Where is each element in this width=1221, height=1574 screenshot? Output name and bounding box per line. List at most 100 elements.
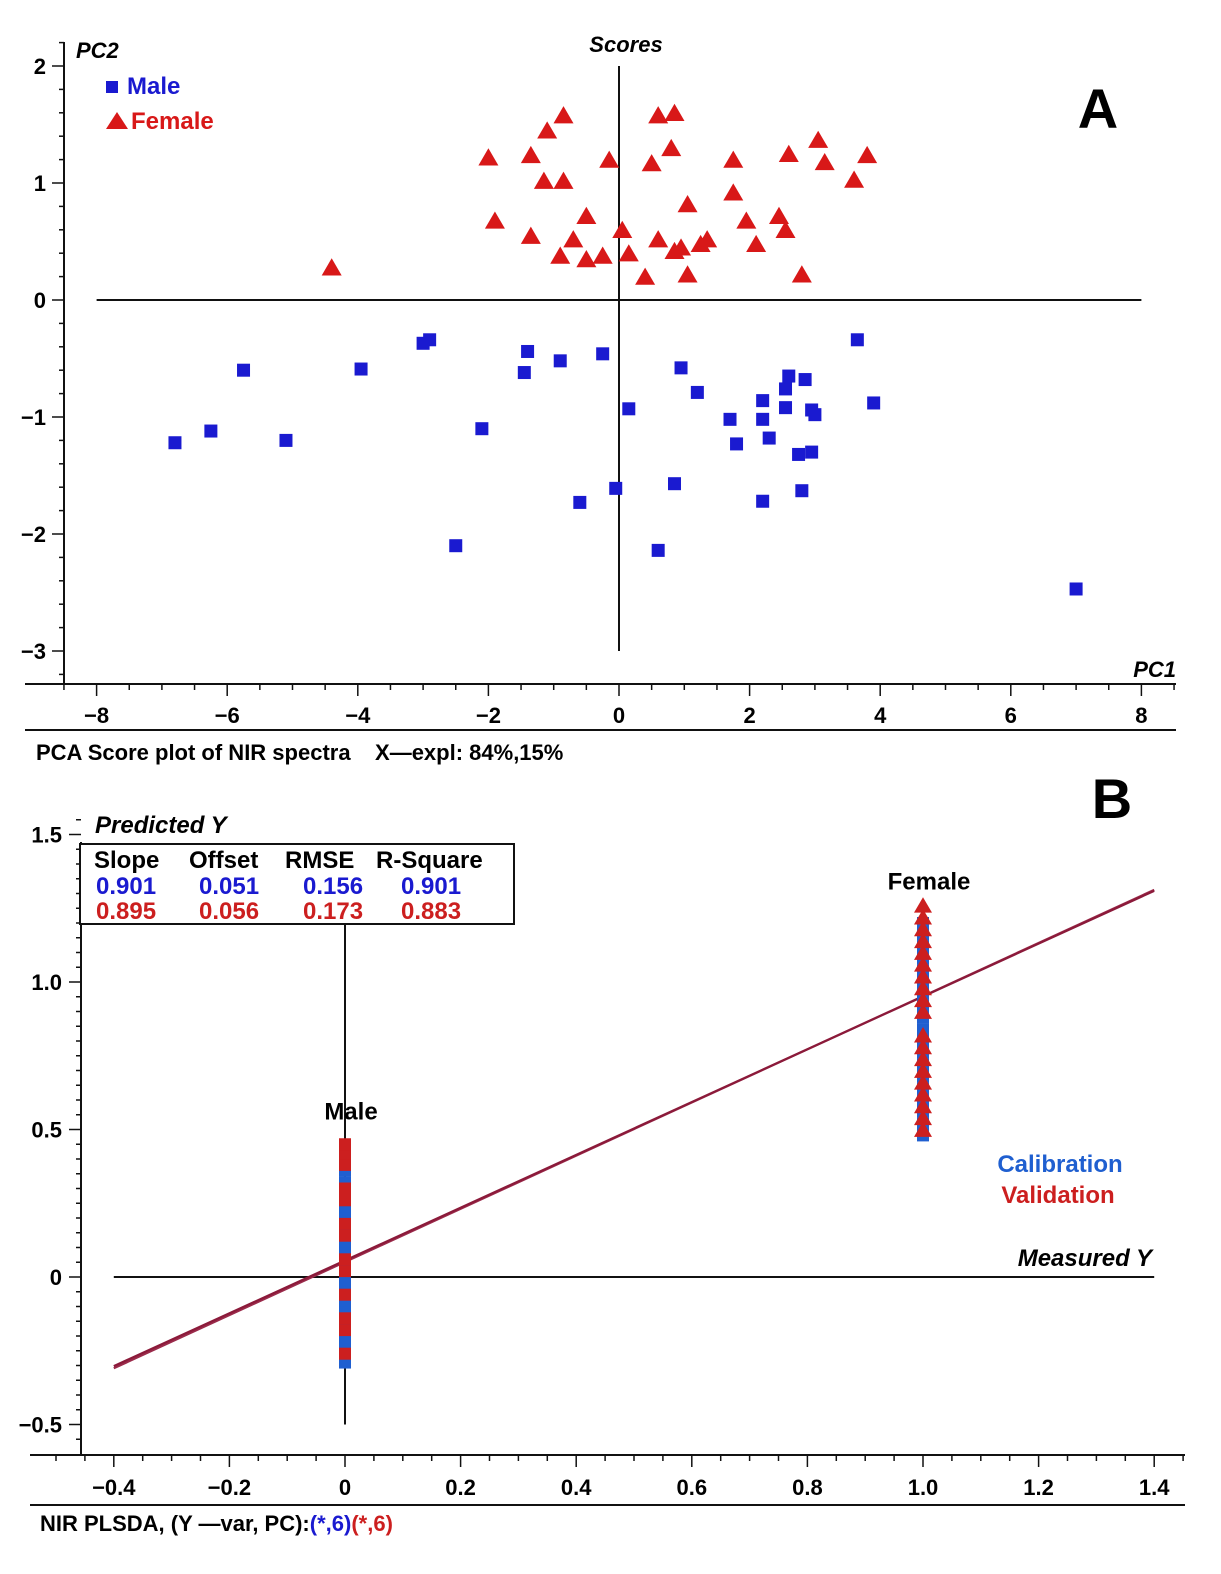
panel-b-legend: Calibration Validation bbox=[997, 1151, 1122, 1209]
panel-a-xlabel: PC1 bbox=[1133, 657, 1176, 682]
validation-point bbox=[339, 1253, 351, 1266]
validation-point bbox=[914, 1086, 932, 1102]
legend-female-marker bbox=[106, 112, 128, 129]
validation-point bbox=[914, 968, 932, 984]
caption-prefix: NIR PLSDA, (Y —var, PC): bbox=[40, 1511, 310, 1536]
panel-a-x-tick-label: −2 bbox=[476, 703, 501, 728]
panel-b-x-tick-label: 1.4 bbox=[1139, 1475, 1170, 1500]
validation-point bbox=[339, 1158, 351, 1171]
validation-point bbox=[339, 1138, 351, 1151]
legend-female-label: Female bbox=[131, 108, 214, 135]
panel-a-x-tick-label: 6 bbox=[1005, 703, 1017, 728]
panel-b-title: Predicted Y bbox=[95, 812, 229, 839]
panel-b-y-tick-label: 0.5 bbox=[31, 1118, 62, 1143]
panel-a-ylabel: PC2 bbox=[76, 38, 120, 63]
female-score-point bbox=[723, 150, 744, 168]
male-score-point bbox=[756, 412, 770, 426]
panel-a-y-tick-label: 0 bbox=[34, 288, 46, 313]
stats-cal-slope: 0.901 bbox=[96, 873, 156, 900]
male-score-point bbox=[792, 447, 806, 461]
validation-point bbox=[914, 944, 932, 960]
male-score-point bbox=[782, 369, 796, 383]
male-score-point bbox=[423, 333, 437, 347]
validation-point bbox=[914, 1074, 932, 1090]
male-score-point bbox=[204, 424, 218, 438]
panel-a-y-tick-label: 2 bbox=[34, 54, 46, 79]
panel-b-x-tick-label: 0.4 bbox=[561, 1475, 592, 1500]
male-score-point bbox=[798, 373, 812, 387]
panel-a-legend: Male Female bbox=[106, 73, 214, 135]
panel-a-y-tick-label: 1 bbox=[34, 171, 46, 196]
female-score-point bbox=[857, 145, 878, 164]
male-score-point bbox=[237, 363, 251, 377]
female-score-point bbox=[648, 230, 669, 248]
female-score-point bbox=[768, 206, 789, 224]
validation-point bbox=[914, 991, 932, 1008]
male-score-point bbox=[762, 431, 776, 445]
female-score-point bbox=[599, 150, 620, 168]
validation-point bbox=[914, 909, 932, 925]
validation-point bbox=[914, 979, 932, 996]
female-score-point bbox=[723, 183, 744, 201]
stats-val-offset: 0.056 bbox=[199, 898, 259, 925]
male-score-point bbox=[756, 494, 770, 508]
legend-male-label: Male bbox=[127, 73, 180, 100]
male-score-point bbox=[1069, 582, 1083, 596]
male-score-point bbox=[795, 484, 809, 498]
male-score-point bbox=[779, 401, 793, 415]
validation-point bbox=[914, 1038, 932, 1055]
validation-point bbox=[914, 932, 932, 949]
panel-a-x-tick-label: 4 bbox=[874, 703, 887, 728]
male-score-point bbox=[354, 362, 368, 376]
male-score-point bbox=[475, 422, 489, 436]
panel-a-x-tick-label: 8 bbox=[1135, 703, 1147, 728]
panel-b-x-tick-label: 1.2 bbox=[1023, 1475, 1054, 1500]
male-score-point bbox=[521, 344, 535, 358]
male-score-point bbox=[168, 436, 182, 450]
panel-a-x-tick-label: −6 bbox=[215, 703, 240, 728]
stats-header-rmse: RMSE bbox=[285, 847, 354, 874]
female-score-point bbox=[746, 234, 767, 253]
female-score-point bbox=[635, 267, 656, 285]
validation-point bbox=[914, 1121, 932, 1137]
validation-point bbox=[339, 1288, 351, 1301]
validation-point bbox=[339, 1229, 351, 1242]
female-score-point bbox=[775, 220, 796, 238]
caption-cal: (*,6) bbox=[310, 1511, 352, 1536]
female-score-point bbox=[553, 106, 574, 124]
panel-a-title: Scores bbox=[589, 32, 662, 57]
female-score-point bbox=[778, 144, 799, 162]
male-score-point bbox=[596, 347, 610, 361]
validation-point bbox=[339, 1265, 351, 1278]
validation-point bbox=[339, 1194, 351, 1207]
stats-box-frame bbox=[79, 843, 515, 925]
female-score-point bbox=[553, 171, 574, 189]
panel-a-pca-score-plot: −8 −6 −4 −2 0 2 4 6 8 2 1 0 −1 −2 −3 bbox=[21, 41, 1176, 731]
legend-male-marker bbox=[106, 81, 118, 93]
panel-a-y-tick-label: −1 bbox=[21, 405, 46, 430]
validation-point bbox=[339, 1217, 351, 1230]
male-score-point bbox=[573, 495, 587, 509]
panel-b-y-tick-label: −0.5 bbox=[19, 1413, 62, 1438]
female-score-point bbox=[677, 265, 698, 283]
female-score-point bbox=[576, 250, 597, 268]
panel-b-letter: B bbox=[1092, 767, 1132, 830]
panel-a-x-tick-label: 2 bbox=[743, 703, 755, 728]
male-score-point bbox=[730, 437, 744, 451]
stats-header-offset: Offset bbox=[189, 847, 258, 874]
stats-val-rmse: 0.173 bbox=[303, 898, 363, 925]
male-score-point bbox=[867, 396, 881, 410]
panel-b-y-tick-label: 0 bbox=[50, 1265, 62, 1290]
female-score-point bbox=[550, 246, 571, 264]
validation-point bbox=[914, 920, 932, 937]
stats-cal-offset: 0.051 bbox=[199, 873, 259, 900]
panel-b-x-tick-label: 0 bbox=[339, 1475, 351, 1500]
validation-point bbox=[339, 1312, 351, 1325]
male-score-point bbox=[668, 477, 682, 491]
female-score-point bbox=[648, 106, 669, 124]
male-score-point bbox=[449, 539, 463, 553]
panel-a-x-tick-label: −4 bbox=[345, 703, 371, 728]
panel-a-x-tick-label: −8 bbox=[84, 703, 109, 728]
regression-line-validation bbox=[113, 889, 1155, 1368]
stats-header-slope: Slope bbox=[94, 847, 159, 874]
